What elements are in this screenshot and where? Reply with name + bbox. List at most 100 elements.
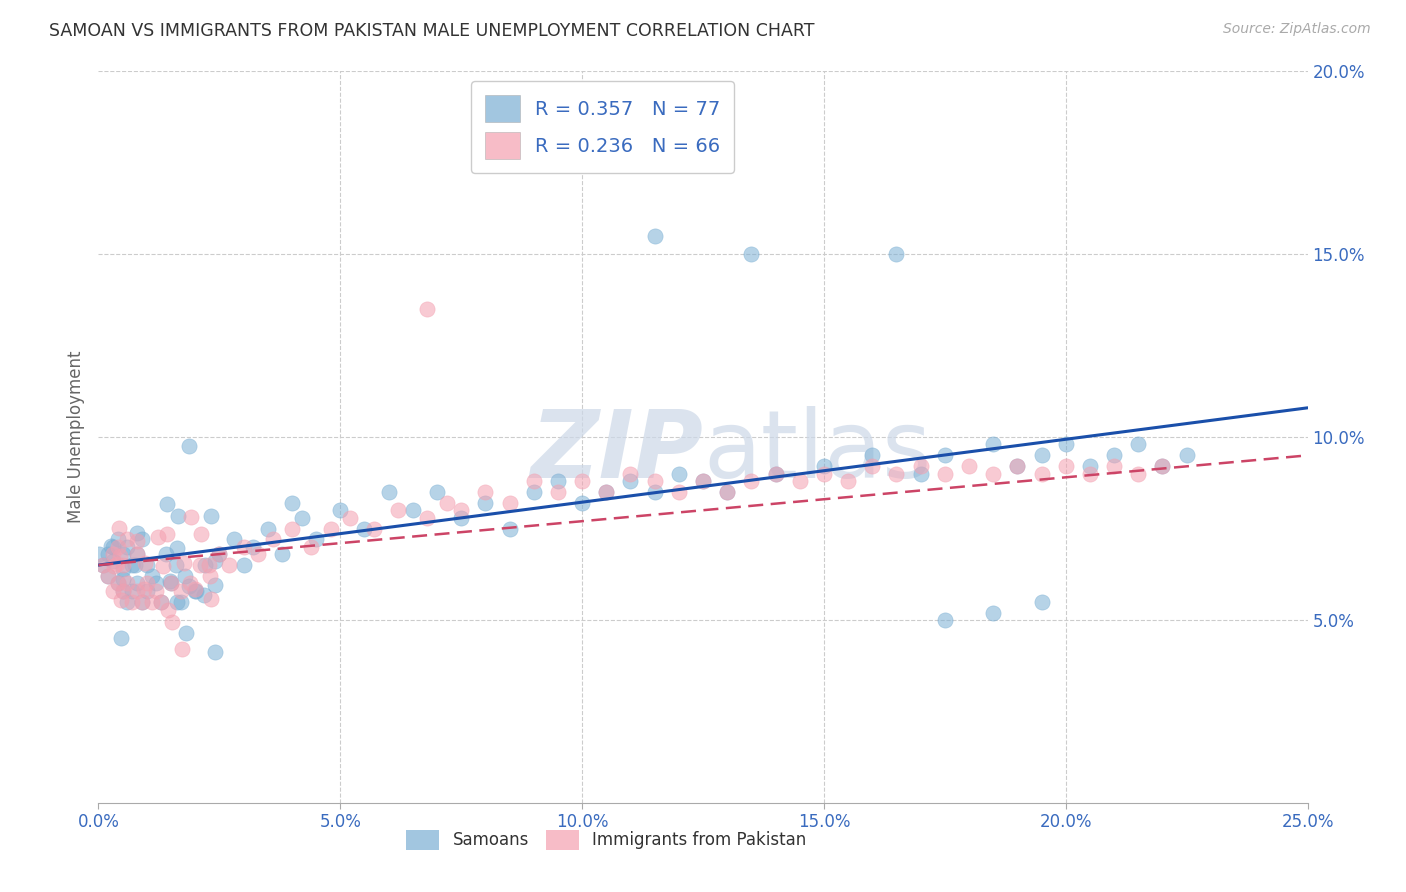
Point bbox=[1175, 448, 1198, 462]
Point bbox=[692, 474, 714, 488]
Point bbox=[1031, 448, 1053, 462]
Point bbox=[184, 582, 207, 596]
Point bbox=[121, 594, 143, 608]
Point bbox=[197, 558, 219, 573]
Point bbox=[184, 583, 207, 598]
Point bbox=[981, 606, 1004, 620]
Point bbox=[111, 558, 134, 573]
Point bbox=[595, 485, 617, 500]
Point bbox=[644, 474, 666, 488]
Point bbox=[198, 569, 221, 583]
Point bbox=[131, 594, 153, 608]
Point bbox=[339, 510, 361, 524]
Point bbox=[474, 485, 496, 500]
Point bbox=[160, 615, 183, 629]
Point bbox=[141, 569, 163, 583]
Point bbox=[111, 562, 134, 576]
Point bbox=[141, 594, 163, 608]
Point bbox=[179, 576, 201, 591]
Point bbox=[108, 549, 131, 563]
Point bbox=[957, 459, 980, 474]
Point bbox=[111, 547, 134, 561]
Point bbox=[111, 583, 134, 598]
Point bbox=[281, 496, 304, 510]
Point bbox=[910, 467, 932, 481]
Point bbox=[436, 496, 458, 510]
Point bbox=[117, 540, 139, 554]
Point bbox=[740, 247, 762, 261]
Point bbox=[299, 540, 322, 554]
Point bbox=[125, 525, 148, 540]
Point bbox=[174, 569, 197, 583]
Point bbox=[813, 459, 835, 474]
Point bbox=[450, 510, 472, 524]
Point bbox=[117, 533, 139, 547]
Point bbox=[1102, 448, 1125, 462]
Point bbox=[474, 496, 496, 510]
Point bbox=[1054, 459, 1077, 474]
Text: Source: ZipAtlas.com: Source: ZipAtlas.com bbox=[1223, 22, 1371, 37]
Point bbox=[571, 474, 593, 488]
Point bbox=[200, 508, 222, 523]
Point bbox=[547, 485, 569, 500]
Point bbox=[145, 583, 167, 598]
Point bbox=[112, 572, 135, 586]
Point bbox=[765, 467, 787, 481]
Point bbox=[523, 474, 546, 488]
Point bbox=[103, 558, 125, 573]
Point bbox=[934, 613, 956, 627]
Point bbox=[1007, 459, 1029, 474]
Point bbox=[1054, 437, 1077, 451]
Point bbox=[1031, 594, 1053, 608]
Point bbox=[910, 459, 932, 474]
Point bbox=[934, 448, 956, 462]
Point bbox=[166, 595, 188, 609]
Point bbox=[186, 584, 208, 599]
Point bbox=[789, 474, 811, 488]
Point bbox=[353, 521, 375, 535]
Point bbox=[135, 583, 157, 598]
Point bbox=[156, 602, 179, 616]
Point bbox=[91, 558, 114, 573]
Point bbox=[180, 509, 202, 524]
Point bbox=[692, 474, 714, 488]
Point bbox=[668, 485, 690, 500]
Point bbox=[127, 547, 149, 561]
Point bbox=[97, 569, 120, 583]
Point bbox=[134, 556, 156, 570]
Text: atlas: atlas bbox=[703, 406, 931, 498]
Point bbox=[173, 556, 195, 570]
Point bbox=[1152, 459, 1174, 474]
Text: SAMOAN VS IMMIGRANTS FROM PAKISTAN MALE UNEMPLOYMENT CORRELATION CHART: SAMOAN VS IMMIGRANTS FROM PAKISTAN MALE … bbox=[49, 22, 814, 40]
Point bbox=[111, 583, 134, 598]
Point bbox=[107, 540, 129, 554]
Point bbox=[145, 576, 167, 591]
Point bbox=[1031, 467, 1053, 481]
Point bbox=[169, 583, 191, 598]
Point bbox=[1078, 467, 1101, 481]
Point bbox=[170, 642, 193, 657]
Point bbox=[125, 533, 148, 548]
Point bbox=[271, 547, 294, 561]
Point bbox=[127, 583, 149, 598]
Point bbox=[886, 247, 908, 261]
Point bbox=[107, 576, 129, 591]
Point bbox=[146, 530, 169, 544]
Point bbox=[91, 558, 114, 573]
Point bbox=[127, 576, 149, 591]
Point bbox=[131, 533, 153, 547]
Point bbox=[290, 510, 312, 524]
Point bbox=[150, 594, 173, 608]
Point bbox=[416, 510, 439, 524]
Point bbox=[204, 645, 226, 659]
Legend: Samoans, Immigrants from Pakistan: Samoans, Immigrants from Pakistan bbox=[399, 823, 813, 856]
Point bbox=[716, 485, 738, 500]
Point bbox=[232, 558, 254, 573]
Point bbox=[121, 583, 143, 598]
Point bbox=[523, 485, 546, 500]
Point bbox=[232, 540, 254, 554]
Point bbox=[165, 558, 187, 573]
Point bbox=[107, 521, 129, 535]
Point bbox=[101, 583, 124, 598]
Point bbox=[101, 540, 124, 554]
